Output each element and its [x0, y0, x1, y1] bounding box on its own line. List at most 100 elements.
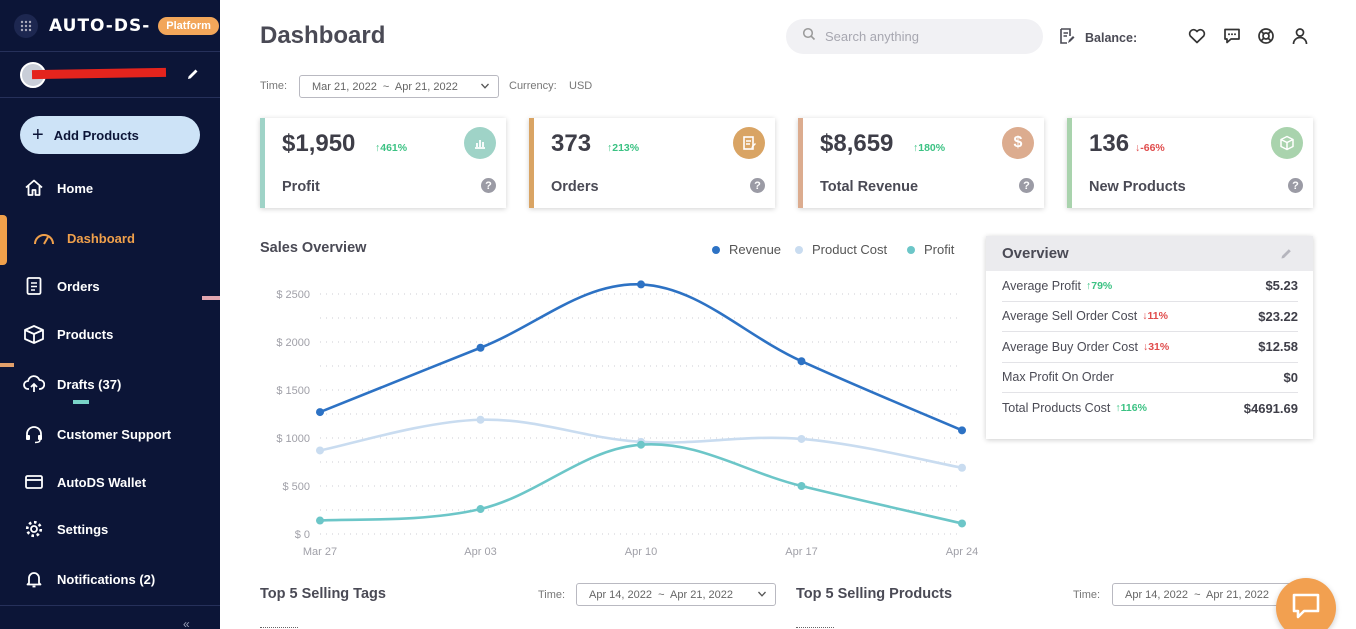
time-label: Time:: [538, 589, 566, 601]
chat-icon[interactable]: [1222, 26, 1242, 46]
y-tick-label: $ 0: [295, 529, 310, 541]
top-selling-tags-title: Top 5 Selling Tags: [260, 586, 386, 602]
sidebar-item-label: Home: [57, 180, 94, 196]
headset-icon: [22, 422, 46, 446]
divider: [0, 605, 220, 606]
sidebar-header: AUTO-DS- Platform: [0, 0, 220, 52]
tags-date-range-picker[interactable]: Apr 14, 2022 ~ Apr 21, 2022: [576, 583, 776, 606]
plus-icon: +: [32, 124, 44, 146]
balance-display[interactable]: Balance:: [1058, 27, 1137, 48]
collapse-sidebar-icon[interactable]: «: [183, 617, 190, 629]
time-label: Time:: [1073, 589, 1101, 601]
bell-icon: [22, 567, 46, 591]
edit-icon[interactable]: [186, 67, 200, 86]
series-line-revenue: [319, 283, 963, 432]
overview-row: Average Sell Order Cost ↓11% $23.22: [1002, 302, 1298, 332]
currency-value[interactable]: USD: [569, 80, 593, 92]
sidebar: AUTO-DS- Platform + Add Products Home Da…: [0, 0, 220, 629]
help-icon[interactable]: ?: [481, 178, 496, 193]
sidebar-item-customer-support[interactable]: Customer Support: [22, 422, 171, 446]
help-icon[interactable]: ?: [1019, 178, 1034, 193]
overview-panel: Overview Average Profit ↑79% $5.23 Averag…: [986, 236, 1313, 439]
overview-row-value: $4691.69: [1243, 400, 1298, 416]
data-point-revenue: [958, 426, 966, 435]
sidebar-item-notifications[interactable]: Notifications (2): [22, 567, 155, 591]
add-products-label: Add Products: [53, 127, 139, 143]
help-icon[interactable]: ?: [750, 178, 765, 193]
decoration: [0, 363, 14, 367]
data-point-profit: [797, 482, 806, 490]
clipboard-icon: [22, 274, 46, 298]
data-point-product-cost: [316, 446, 324, 455]
data-point-profit: [316, 516, 324, 525]
sidebar-item-label: Notifications (2): [57, 571, 156, 587]
overview-row-value: $5.23: [1265, 278, 1298, 294]
y-tick-label: $ 2000: [276, 337, 310, 349]
sidebar-item-settings[interactable]: Settings: [22, 517, 108, 541]
data-point-product-cost: [476, 415, 485, 424]
sidebar-item-drafts[interactable]: Drafts (37): [22, 372, 121, 396]
heart-icon[interactable]: [1187, 26, 1207, 46]
kpi-change: ↑461%: [375, 142, 408, 154]
sidebar-item-wallet[interactable]: AutoDS Wallet: [22, 470, 146, 494]
search-input[interactable]: [825, 29, 1025, 44]
edit-icon[interactable]: [1280, 247, 1293, 264]
brand-logo[interactable]: AUTO-DS-: [49, 15, 151, 36]
overview-row-change: ↑116%: [1115, 402, 1147, 415]
overview-title: Overview: [1002, 245, 1069, 262]
add-products-button[interactable]: + Add Products: [20, 116, 200, 154]
live-chat-button[interactable]: [1276, 578, 1336, 629]
sidebar-item-home[interactable]: Home: [22, 176, 93, 200]
kpi-value: $1,950: [282, 130, 356, 157]
currency-label: Currency:: [509, 80, 557, 92]
legend-product-cost[interactable]: Product Cost: [795, 242, 887, 257]
sidebar-item-products[interactable]: Products: [22, 322, 113, 346]
overview-row-change: ↓31%: [1142, 340, 1170, 353]
legend-dot: [907, 245, 915, 254]
overview-row: Max Profit On Order $0: [1002, 363, 1298, 393]
y-tick-label: $ 1500: [276, 385, 310, 397]
y-tick-label: $ 2500: [276, 289, 310, 301]
x-tick-label: Apr 24: [946, 546, 978, 558]
kpi-label: New Products: [1089, 179, 1186, 195]
user-icon[interactable]: [1290, 26, 1310, 46]
legend-label: Revenue: [729, 242, 782, 257]
kpi-change: ↑180%: [913, 142, 946, 154]
kpi-value: $8,659: [820, 130, 894, 157]
series-line-profit: [319, 443, 963, 525]
help-lifebuoy-icon[interactable]: [1256, 26, 1276, 46]
sidebar-item-dashboard[interactable]: Dashboard: [32, 226, 135, 250]
overview-row-change: ↑79%: [1085, 279, 1113, 292]
legend-label: Profit: [924, 242, 955, 257]
x-tick-label: Apr 03: [464, 546, 496, 558]
help-icon[interactable]: ?: [1288, 178, 1303, 193]
overview-header: Overview: [986, 236, 1313, 271]
y-tick-label: $ 500: [282, 481, 310, 493]
legend-revenue[interactable]: Revenue: [712, 242, 781, 257]
home-icon: [22, 176, 46, 200]
box-icon: [22, 322, 46, 346]
overview-row-value: $12.58: [1258, 339, 1298, 355]
date-range-value: Mar 21, 2022 ~ Apr 21, 2022: [312, 80, 458, 93]
kpi-card-orders: 373 ↑213% Orders ?: [529, 118, 775, 208]
search-bar[interactable]: [786, 19, 1043, 54]
date-range-picker[interactable]: Mar 21, 2022 ~ Apr 21, 2022: [299, 75, 499, 98]
kpi-card-total-revenue: $8,659 ↑180% Total Revenue $ ?: [798, 118, 1044, 208]
sidebar-item-label: Products: [57, 326, 114, 342]
overview-row-name: Max Profit On Order: [1002, 370, 1114, 385]
products-date-range-picker[interactable]: Apr 14, 2022 ~ Apr 21, 2022: [1112, 583, 1312, 606]
sidebar-item-orders[interactable]: Orders: [22, 274, 100, 298]
document-icon: [733, 127, 765, 159]
apps-grid-icon[interactable]: [14, 13, 38, 38]
sales-overview-title: Sales Overview: [260, 240, 367, 256]
sidebar-item-label: Dashboard: [67, 230, 135, 246]
kpi-card-new-products: 136 ↓-66% New Products ?: [1067, 118, 1313, 208]
overview-row-value: $0: [1283, 369, 1298, 385]
kpi-change: ↓-66%: [1135, 142, 1165, 154]
redacted-username: [31, 67, 167, 80]
x-tick-label: Apr 17: [785, 546, 817, 558]
divider: [260, 627, 298, 628]
user-profile[interactable]: [0, 52, 220, 98]
legend-profit[interactable]: Profit: [907, 242, 954, 257]
overview-row: Average Buy Order Cost ↓31% $12.58: [1002, 332, 1298, 363]
